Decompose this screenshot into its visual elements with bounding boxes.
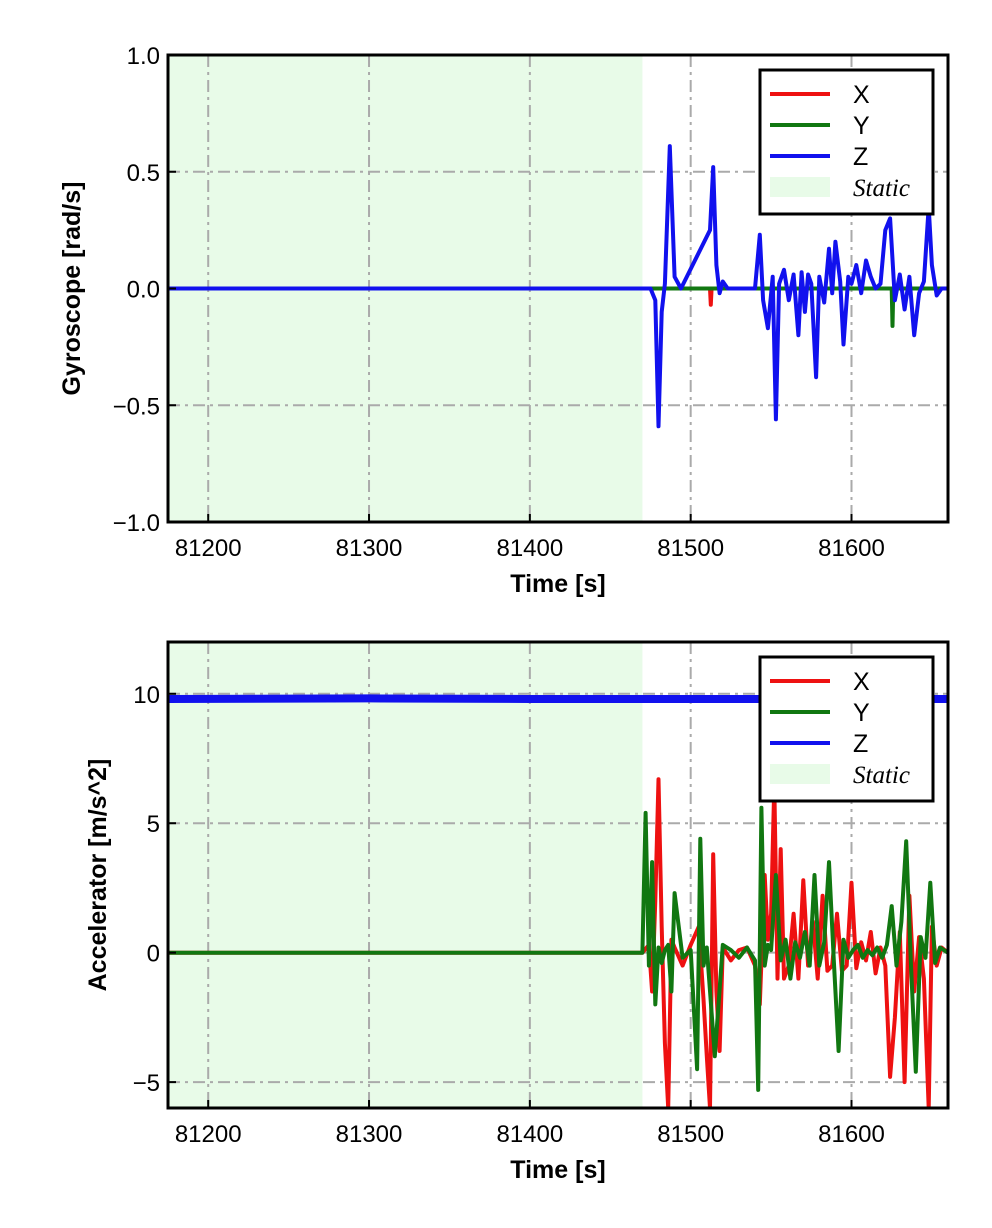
x-tick-label: 81300 [336, 535, 403, 562]
subplot-2: 81200 81300 81400 81500 81600 −5 0 5 10 Time [s] A… [84, 640, 950, 1184]
x-tick-label: 81400 [496, 1121, 563, 1148]
subplot-1: 81200 81300 81400 81500 81600 −1.0 −0.5 0.0 0.5 1… [58, 43, 950, 598]
legend-label-static: Static [853, 762, 910, 789]
x-tick-label: 81500 [657, 535, 724, 562]
static-region [168, 642, 643, 1108]
series-line-z [168, 144, 948, 429]
legend-patch-static [770, 764, 830, 784]
legend-label-z: Z [853, 143, 868, 171]
y-tick-label: 0.5 [127, 160, 160, 187]
y-tick-label: −5 [133, 1070, 160, 1097]
legend: XYZ Static [758, 68, 935, 216]
x-tick-label: 81600 [818, 1121, 885, 1148]
series-line-y [168, 805, 948, 1092]
legend-label-y: Y [853, 112, 870, 140]
x-tick-label: 81200 [175, 535, 242, 562]
legend-label-x: X [853, 668, 870, 696]
legend-patch-static [770, 177, 830, 197]
y-tick-label: 10 [133, 682, 160, 709]
legend-label-x: X [853, 81, 870, 109]
y-tick-label: 0.0 [127, 277, 160, 304]
x-tick-label: 81500 [657, 1121, 724, 1148]
y-axis-label: Gyroscope [rad/s] [58, 182, 86, 396]
y-tick-label: 5 [147, 811, 160, 838]
y-tick-label: 0 [147, 941, 160, 968]
legend-label-static: Static [853, 175, 910, 202]
x-tick-label: 81600 [818, 535, 885, 562]
legend-label-z: Z [853, 730, 868, 758]
x-axis-label: Time [s] [510, 1156, 605, 1184]
y-tick-label: −1.0 [113, 510, 160, 537]
x-tick-label: 81300 [336, 1121, 403, 1148]
x-axis-label: Time [s] [510, 570, 605, 598]
legend-label-y: Y [853, 699, 870, 727]
y-tick-label: 1.0 [127, 43, 160, 70]
plot-frame [166, 640, 950, 1110]
y-axis-label: Accelerator [m/s^2] [84, 759, 112, 992]
y-tick-label: −0.5 [113, 393, 160, 420]
legend: XYZ Static [758, 655, 935, 803]
x-tick-label: 81400 [496, 535, 563, 562]
x-tick-label: 81200 [175, 1121, 242, 1148]
